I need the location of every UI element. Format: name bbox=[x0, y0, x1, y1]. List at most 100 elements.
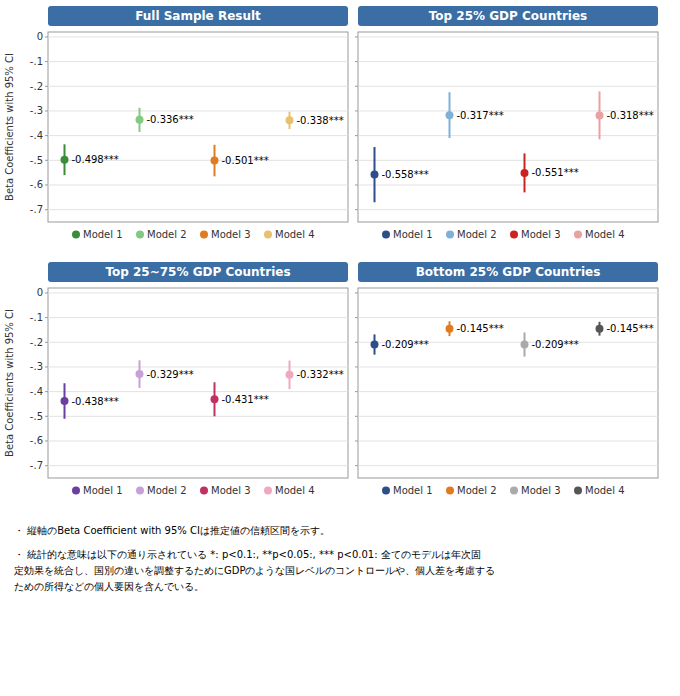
legend-marker bbox=[136, 487, 144, 495]
tick-label: 0 bbox=[37, 31, 43, 42]
legend-entry: Model 3 bbox=[521, 485, 561, 496]
legend-entry: Model 2 bbox=[147, 229, 187, 240]
marks bbox=[61, 360, 294, 418]
legend-entry: Model 1 bbox=[393, 229, 433, 240]
marks bbox=[371, 321, 604, 356]
grid-line bbox=[358, 391, 658, 392]
tick-mark bbox=[355, 184, 358, 185]
legend-entry: Model 4 bbox=[275, 229, 315, 240]
tick-label: -.4 bbox=[30, 386, 43, 397]
panel-title: Bottom 25% GDP Countries bbox=[416, 265, 601, 279]
grid-line bbox=[358, 36, 658, 37]
legend-marker bbox=[510, 487, 518, 495]
legend: Model 1Model 2Model 3Model 4 bbox=[72, 485, 315, 496]
axis-label: Beta Coefficients with 95% CI bbox=[4, 53, 15, 201]
grid-line bbox=[358, 465, 658, 466]
grid-line bbox=[358, 416, 658, 417]
plot-frame bbox=[358, 32, 658, 222]
tick-label: -.3 bbox=[30, 361, 43, 372]
tick-mark bbox=[355, 61, 358, 62]
legend: Model 1Model 2Model 3Model 4 bbox=[382, 229, 625, 240]
tick-label: -.5 bbox=[30, 411, 43, 422]
marks bbox=[61, 108, 294, 177]
data-labels: -0.438***-0.329***-0.431***-0.332*** bbox=[72, 369, 344, 407]
legend-marker bbox=[510, 231, 518, 239]
panel-title: Top 25% GDP Countries bbox=[429, 9, 587, 23]
footnote-line: ・ 統計的な意味は以下の通り示されている *: p<0.1:, **p<0.05… bbox=[14, 549, 481, 560]
grid-line bbox=[358, 317, 658, 318]
panel: Top 25~75% GDP Countries0-.1-.2-.3-.4-.5… bbox=[4, 262, 348, 496]
tick-mark bbox=[355, 110, 358, 111]
legend-marker bbox=[446, 231, 454, 239]
grid-line bbox=[48, 61, 348, 62]
tick-label: -.1 bbox=[30, 56, 43, 67]
data-label: -0.209*** bbox=[382, 339, 429, 350]
tick-label: -.2 bbox=[30, 337, 43, 348]
legend-entry: Model 1 bbox=[83, 485, 123, 496]
panel: Bottom 25% GDP Countries-0.209***-0.145*… bbox=[355, 262, 658, 496]
plot-frame bbox=[48, 288, 348, 478]
data-label: -0.501*** bbox=[222, 155, 269, 166]
tick-label: 0 bbox=[37, 287, 43, 298]
tick-mark bbox=[45, 366, 48, 367]
legend-marker bbox=[264, 487, 272, 495]
footnote-line: ための所得などの個人要因を含んでいる。 bbox=[14, 581, 204, 592]
grid-line bbox=[48, 135, 348, 136]
tick-mark bbox=[355, 86, 358, 87]
legend-entry: Model 3 bbox=[211, 485, 251, 496]
grid-line bbox=[48, 86, 348, 87]
plot-frame bbox=[48, 32, 348, 222]
legend-entry: Model 3 bbox=[211, 229, 251, 240]
grid-line bbox=[358, 184, 658, 185]
legend-entry: Model 4 bbox=[275, 485, 315, 496]
data-label: -0.438*** bbox=[72, 396, 119, 407]
tick-label: -.4 bbox=[30, 130, 43, 141]
footnote-line: 定効果を統合し、国別の違いを調整するためにGDPのような国レベルのコントロールや… bbox=[14, 565, 495, 576]
tick-mark bbox=[45, 342, 48, 343]
point bbox=[286, 116, 294, 124]
point bbox=[61, 397, 69, 405]
grid-line bbox=[358, 209, 658, 210]
grid-line bbox=[358, 160, 658, 161]
tick-mark bbox=[45, 184, 48, 185]
axis-label: Beta Coefficients with 95% CI bbox=[4, 309, 15, 457]
tick-mark bbox=[355, 391, 358, 392]
point bbox=[596, 111, 604, 119]
point bbox=[61, 156, 69, 164]
grid-line bbox=[48, 209, 348, 210]
point bbox=[446, 111, 454, 119]
title-box bbox=[48, 262, 348, 282]
tick-label: -.6 bbox=[30, 435, 43, 446]
tick-mark bbox=[355, 366, 358, 367]
data-label: -0.318*** bbox=[607, 110, 654, 121]
tick-mark bbox=[45, 416, 48, 417]
tick-mark bbox=[45, 391, 48, 392]
tick-label: -.5 bbox=[30, 155, 43, 166]
legend-entry: Model 4 bbox=[585, 485, 625, 496]
legend-entry: Model 2 bbox=[457, 485, 497, 496]
legend-marker bbox=[382, 487, 390, 495]
grid-line bbox=[48, 416, 348, 417]
data-label: -0.498*** bbox=[72, 154, 119, 165]
panel-title: Full Sample Result bbox=[135, 9, 261, 23]
grid-line bbox=[48, 36, 348, 37]
tick-mark bbox=[355, 292, 358, 293]
grid-line bbox=[358, 135, 658, 136]
data-label: -0.551*** bbox=[532, 167, 579, 178]
point bbox=[521, 341, 529, 349]
page: {"chart_data": [ {"type": "errorbar", "t… bbox=[0, 0, 680, 696]
chart: Full Sample Result0-.1-.2-.3-.4-.5-.6-.7… bbox=[0, 0, 680, 696]
tick-label: -.1 bbox=[30, 312, 43, 323]
legend: Model 1Model 2Model 3Model 4 bbox=[382, 485, 625, 496]
footnote: ・ 統計的な意味は以下の通り示されている *: p<0.1:, **p<0.05… bbox=[14, 549, 495, 592]
panel: Top 25% GDP Countries-0.558***-0.317***-… bbox=[355, 6, 658, 240]
tick-mark bbox=[45, 61, 48, 62]
tick-mark bbox=[355, 209, 358, 210]
legend-marker bbox=[200, 487, 208, 495]
data-labels: -0.498***-0.336***-0.501***-0.338*** bbox=[72, 114, 344, 166]
point bbox=[211, 157, 219, 165]
tick-mark bbox=[355, 36, 358, 37]
panel: Full Sample Result0-.1-.2-.3-.4-.5-.6-.7… bbox=[4, 6, 348, 240]
grid-line bbox=[48, 292, 348, 293]
tick-label: -.2 bbox=[30, 81, 43, 92]
